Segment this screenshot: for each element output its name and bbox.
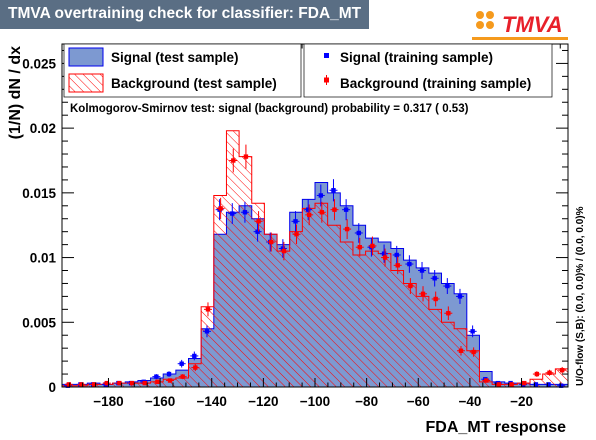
legend-marker-signal-training: [324, 53, 329, 58]
x-tick-label: −100: [300, 394, 330, 409]
background-training-point: [143, 381, 147, 385]
signal-training-point: [243, 210, 247, 214]
legend-swatch-signal: [69, 48, 103, 66]
background-training-point: [320, 210, 324, 214]
x-axis-label: FDA_MT response: [426, 419, 567, 436]
y-tick-label: 0.01: [30, 251, 57, 266]
background-training-point: [484, 378, 488, 382]
signal-training-point: [179, 362, 183, 366]
background-training-point: [206, 307, 210, 311]
background-training-point: [269, 240, 273, 244]
background-training-point: [471, 350, 475, 354]
background-training-point: [244, 154, 248, 158]
y-tick-label: 0.015: [22, 186, 56, 201]
legend-label-signal-training: Signal (training sample): [340, 50, 493, 65]
background-training-point: [332, 207, 336, 211]
background-training-point: [218, 206, 222, 210]
background-training-point: [345, 227, 349, 231]
background-training-point: [535, 372, 539, 376]
signal-training-point: [154, 374, 158, 378]
background-training-point: [193, 365, 197, 369]
background-training-point: [307, 213, 311, 217]
signal-training-point: [167, 372, 171, 376]
background-training-point: [231, 158, 235, 162]
y-tick-label: 0.005: [22, 315, 56, 330]
x-tick-label: −80: [355, 394, 378, 409]
background-test-area: [62, 131, 568, 387]
y-tick-label: 0.025: [22, 56, 56, 71]
background-training-point: [522, 381, 526, 385]
background-training-point: [497, 382, 501, 386]
background-training-point: [433, 297, 437, 301]
x-tick-label: −120: [248, 394, 278, 409]
signal-training-point: [293, 219, 297, 223]
signal-training-point: [445, 284, 449, 288]
y-axis-label: (1/N) dN / dx: [7, 46, 24, 139]
background-training-point: [155, 380, 159, 384]
background-training-point: [509, 382, 513, 386]
signal-training-point: [344, 207, 348, 211]
legend-label-background-training: Background (training sample): [340, 76, 531, 91]
background-test-histogram: [62, 131, 568, 387]
signal-training-point: [331, 188, 335, 192]
background-training-point: [421, 292, 425, 296]
x-tick-label: −20: [510, 394, 533, 409]
background-training-point: [547, 371, 551, 375]
background-training-point: [130, 381, 134, 385]
overflow-note: U/O-flow (S,B): (0.0, 0.0)% / (0.0, 0.0)…: [575, 206, 586, 386]
background-training-point: [446, 311, 450, 315]
signal-training-point: [395, 253, 399, 257]
signal-training-point: [420, 268, 424, 272]
x-tick-label: −180: [93, 394, 123, 409]
background-training-point: [168, 378, 172, 382]
signal-training-point: [357, 231, 361, 235]
signal-training-point: [230, 211, 234, 215]
background-training-point: [370, 244, 374, 248]
signal-training-point: [470, 329, 474, 333]
signal-training-point: [192, 354, 196, 358]
y-tick-label: 0: [48, 380, 56, 395]
background-training-point: [560, 368, 564, 372]
background-training-point: [358, 245, 362, 249]
x-tick-label: −140: [197, 394, 227, 409]
signal-training-point: [319, 193, 323, 197]
signal-training-point: [458, 294, 462, 298]
background-training-point: [256, 219, 260, 223]
x-tick-label: −40: [458, 394, 481, 409]
x-tick-label: −160: [145, 394, 175, 409]
background-training-point: [408, 284, 412, 288]
signal-training-point: [382, 251, 386, 255]
background-training-point: [294, 232, 298, 236]
legend-swatch-background: [69, 74, 103, 92]
signal-training-point: [432, 276, 436, 280]
legend-label-background-test: Background (test sample): [111, 76, 277, 91]
signal-training-point: [407, 262, 411, 266]
background-training-point: [180, 374, 184, 378]
signal-training-point: [306, 207, 310, 211]
background-training-point: [396, 263, 400, 267]
y-tick-label: 0.02: [30, 121, 56, 136]
legend-label-signal-test: Signal (test sample): [111, 50, 239, 65]
legend-marker-background-training: [324, 78, 329, 83]
ks-annotation: Kolmogorov-Smirnov test: signal (backgro…: [70, 103, 469, 115]
background-training-point: [383, 255, 387, 259]
signal-training-point: [205, 329, 209, 333]
x-tick-label: −60: [407, 394, 430, 409]
background-training-point: [459, 349, 463, 353]
background-training-point: [282, 249, 286, 253]
signal-training-point: [255, 229, 259, 233]
legend: Signal (test sample) Background (test sa…: [64, 44, 552, 97]
background-training-point: [67, 382, 71, 386]
